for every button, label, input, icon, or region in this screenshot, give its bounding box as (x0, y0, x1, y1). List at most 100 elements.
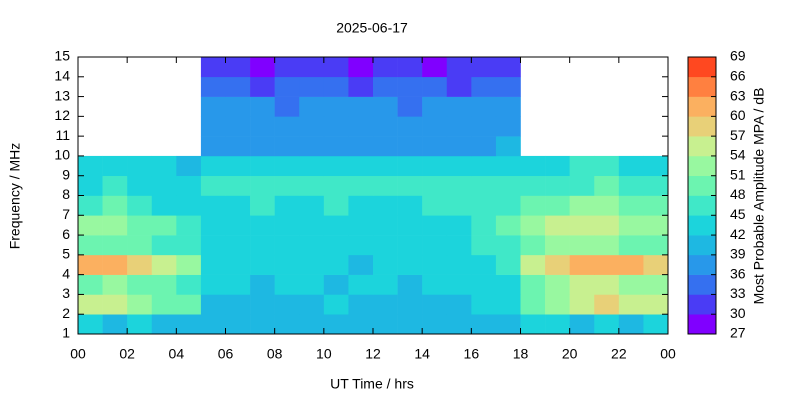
heat-cell (176, 235, 202, 256)
heat-cell (397, 57, 423, 78)
heat-cell (643, 294, 669, 315)
heat-cell (495, 235, 521, 256)
heat-cell (299, 215, 325, 236)
y-tick-label: 4 (62, 265, 70, 281)
heat-cell (397, 195, 423, 216)
heat-cell (78, 155, 103, 177)
chart-title: 2025-06-17 (336, 20, 408, 36)
heat-cell (78, 254, 103, 275)
heat-cell (569, 294, 595, 315)
heat-cell (495, 76, 521, 97)
heat-cell (569, 314, 595, 335)
heat-cell (643, 215, 669, 236)
colorbar-tick-label: 48 (730, 186, 746, 202)
heat-cell (446, 175, 472, 196)
heat-cell (348, 215, 374, 236)
heat-cell (348, 136, 374, 157)
heat-cell (643, 155, 669, 177)
heat-cell (225, 274, 251, 295)
heat-cell (618, 294, 644, 315)
heat-cell (594, 215, 620, 236)
heat-cell (78, 195, 103, 216)
heat-cell (495, 175, 521, 196)
heat-cell (299, 314, 325, 335)
heat-cell (397, 215, 423, 236)
heat-cell (200, 76, 226, 97)
heat-cell (397, 155, 423, 177)
colorbar-band (688, 175, 716, 196)
heat-cell (323, 116, 349, 137)
heat-cell (299, 76, 325, 97)
heat-cell (323, 175, 349, 196)
heat-cell (594, 314, 620, 335)
heat-cell (520, 254, 546, 275)
heat-cell (569, 254, 595, 275)
heat-cell (422, 215, 448, 236)
heat-cell (102, 215, 128, 236)
heat-cell (102, 235, 128, 256)
heat-cell (250, 215, 275, 236)
heat-cell (200, 57, 226, 78)
y-tick-label: 15 (54, 48, 70, 64)
heat-cell (274, 274, 300, 295)
y-tick-label: 3 (62, 285, 70, 301)
heat-cell (127, 235, 153, 256)
heat-cell (373, 116, 398, 137)
heat-cell (348, 235, 374, 256)
heat-cell (446, 314, 472, 335)
heat-cell (373, 76, 398, 97)
heat-cell (323, 195, 349, 216)
heat-cell (151, 215, 177, 236)
colorbar-tick-label: 69 (730, 48, 746, 64)
heat-cell (151, 274, 177, 295)
heat-cell (495, 254, 521, 275)
heat-cell (102, 175, 128, 196)
heat-cell (225, 294, 251, 315)
heat-cell (373, 96, 398, 117)
heat-cell (422, 136, 448, 157)
heat-cell (323, 155, 349, 177)
heat-cell (200, 235, 226, 256)
heat-cell (151, 254, 177, 275)
heat-cell (274, 116, 300, 137)
heat-cell (643, 175, 669, 196)
heat-cell (299, 294, 325, 315)
heat-cell (422, 235, 448, 256)
heat-cell (323, 274, 349, 295)
heat-cell (299, 57, 325, 78)
heat-cell (274, 76, 300, 97)
colorbar-band (688, 57, 716, 78)
heat-cell (102, 254, 128, 275)
heat-cell (250, 254, 275, 275)
heat-cell (250, 116, 275, 137)
heat-cell (127, 195, 153, 216)
y-tick-label: 7 (62, 206, 70, 222)
heat-cell (569, 175, 595, 196)
heat-cell (446, 57, 472, 78)
heat-cell (569, 195, 595, 216)
heat-cell (397, 96, 423, 117)
heat-cell (176, 274, 202, 295)
heat-cell (397, 235, 423, 256)
heat-cell (102, 274, 128, 295)
heat-cell (348, 294, 374, 315)
heat-cell (78, 294, 103, 315)
heat-cell (643, 235, 669, 256)
heat-cell (618, 314, 644, 335)
heat-cell (323, 96, 349, 117)
heat-cell (422, 76, 448, 97)
x-tick-label: 00 (660, 346, 676, 362)
heat-cell (397, 294, 423, 315)
heat-cell (618, 155, 644, 177)
heat-cell (176, 175, 202, 196)
y-tick-label: 13 (54, 87, 70, 103)
heat-cell (323, 235, 349, 256)
heat-cell (200, 96, 226, 117)
heat-cell (274, 254, 300, 275)
heat-cell (225, 136, 251, 157)
x-tick-label: 10 (316, 346, 332, 362)
heat-cell (348, 195, 374, 216)
heat-cell (422, 57, 448, 78)
heat-cell (102, 155, 128, 177)
heat-cell (545, 215, 570, 236)
